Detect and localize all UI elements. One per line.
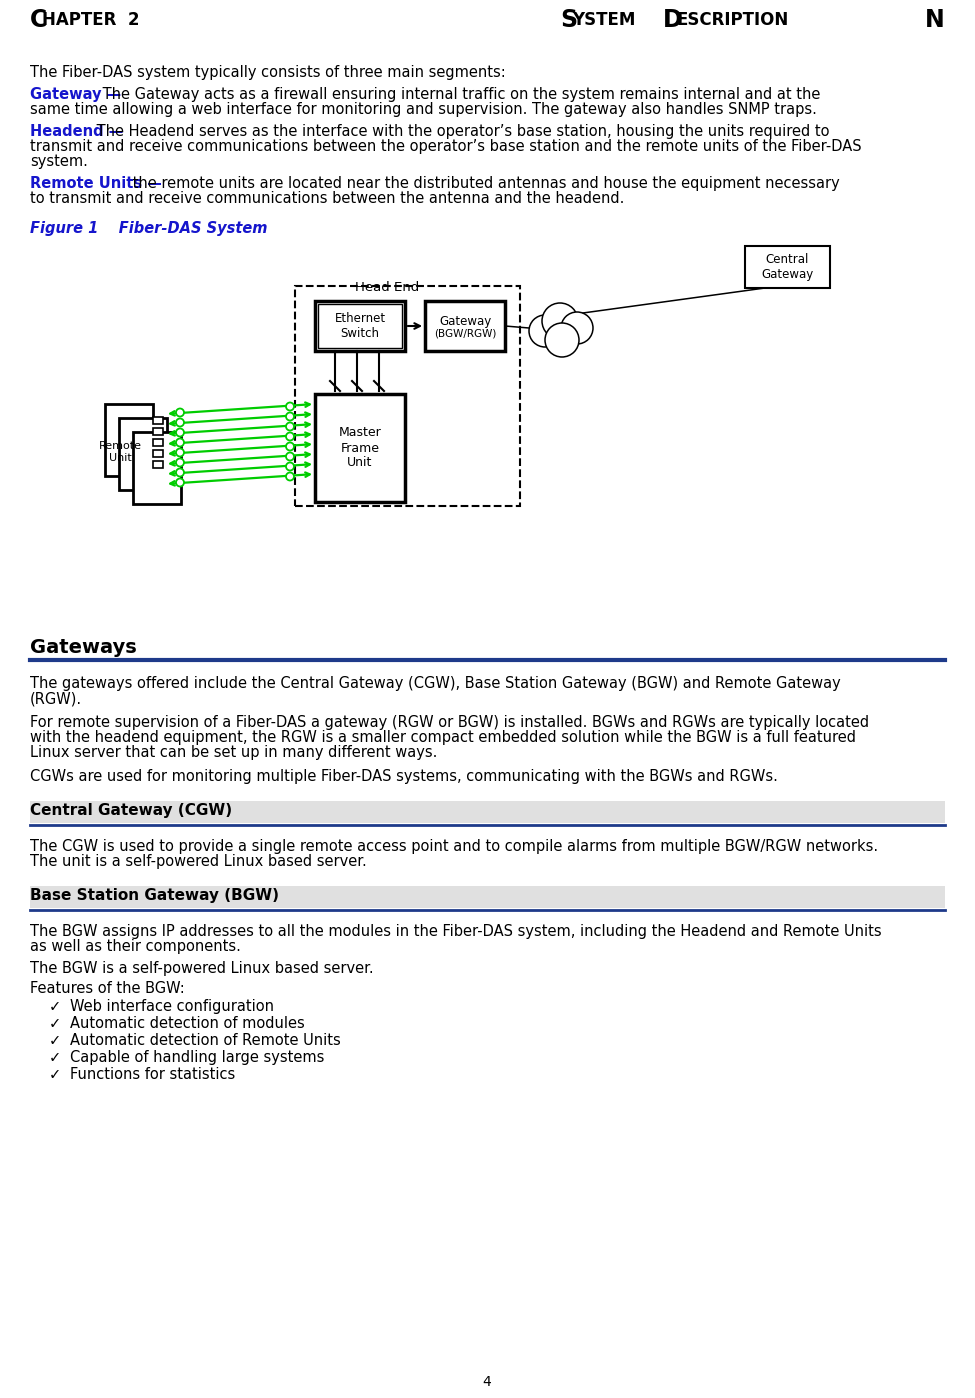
Text: The Gateway acts as a firewall ensuring internal traffic on the system remains i: The Gateway acts as a firewall ensuring … <box>98 87 820 102</box>
Text: Central Gateway (CGW): Central Gateway (CGW) <box>30 802 232 818</box>
Text: (BGW/RGW): (BGW/RGW) <box>434 329 496 338</box>
Bar <box>425 301 505 351</box>
Text: system.: system. <box>30 154 88 169</box>
Bar <box>315 394 405 502</box>
Text: The BGW is a self-powered Linux based server.: The BGW is a self-powered Linux based se… <box>30 960 373 976</box>
Text: C: C <box>30 8 47 32</box>
Circle shape <box>286 453 294 460</box>
Text: (RGW).: (RGW). <box>30 691 82 706</box>
Text: The Headend serves as the interface with the operator’s base station, housing th: The Headend serves as the interface with… <box>92 124 830 138</box>
Bar <box>153 428 163 435</box>
Text: to transmit and receive communications between the antenna and the headend.: to transmit and receive communications b… <box>30 192 624 206</box>
Text: Functions for statistics: Functions for statistics <box>70 1067 235 1082</box>
Circle shape <box>176 439 184 446</box>
Bar <box>153 439 163 446</box>
Text: D: D <box>663 8 682 32</box>
Text: For remote supervision of a Fiber-DAS a gateway (RGW or BGW) is installed. BGWs : For remote supervision of a Fiber-DAS a … <box>30 714 869 730</box>
Circle shape <box>286 432 294 440</box>
Text: 4: 4 <box>483 1376 491 1390</box>
Circle shape <box>545 323 579 356</box>
Circle shape <box>561 312 593 344</box>
Bar <box>153 417 163 424</box>
Text: Web interface configuration: Web interface configuration <box>70 1000 274 1014</box>
Text: The CGW is used to provide a single remote access point and to compile alarms fr: The CGW is used to provide a single remo… <box>30 839 878 854</box>
Text: N: N <box>925 8 945 32</box>
Text: The BGW assigns IP addresses to all the modules in the Fiber-DAS system, includi: The BGW assigns IP addresses to all the … <box>30 924 881 939</box>
Text: Headend —: Headend — <box>30 124 123 138</box>
Circle shape <box>286 443 294 450</box>
Text: Linux server that can be set up in many different ways.: Linux server that can be set up in many … <box>30 745 438 761</box>
Text: with the headend equipment, the RGW is a smaller compact embedded solution while: with the headend equipment, the RGW is a… <box>30 730 856 745</box>
Circle shape <box>176 449 184 457</box>
Circle shape <box>176 408 184 417</box>
Circle shape <box>529 315 561 347</box>
Circle shape <box>542 303 578 338</box>
Text: Features of the BGW:: Features of the BGW: <box>30 981 184 995</box>
Text: The Fiber-DAS system typically consists of three main segments:: The Fiber-DAS system typically consists … <box>30 64 506 80</box>
Text: YSTEM: YSTEM <box>572 11 646 29</box>
Text: ✓: ✓ <box>49 1000 61 1014</box>
Text: The unit is a self-powered Linux based server.: The unit is a self-powered Linux based s… <box>30 854 367 870</box>
Circle shape <box>176 459 184 467</box>
Bar <box>745 246 830 288</box>
Circle shape <box>176 429 184 436</box>
Circle shape <box>286 403 294 411</box>
Text: as well as their components.: as well as their components. <box>30 939 241 953</box>
Text: Base Station Gateway (BGW): Base Station Gateway (BGW) <box>30 888 279 903</box>
Text: Central
Gateway: Central Gateway <box>761 253 813 281</box>
Text: ✓: ✓ <box>49 1016 61 1030</box>
Text: Head End: Head End <box>355 281 419 294</box>
Text: Gateways: Gateways <box>30 637 137 657</box>
Text: ✓: ✓ <box>49 1050 61 1065</box>
Text: Capable of handling large systems: Capable of handling large systems <box>70 1050 325 1065</box>
Bar <box>119 418 167 491</box>
Circle shape <box>176 418 184 426</box>
Text: Automatic detection of modules: Automatic detection of modules <box>70 1016 305 1030</box>
Text: CGWs are used for monitoring multiple Fiber-DAS systems, communicating with the : CGWs are used for monitoring multiple Fi… <box>30 769 778 784</box>
Bar <box>153 450 163 457</box>
Circle shape <box>286 422 294 431</box>
Bar <box>295 287 520 506</box>
Text: ESCRIPTION: ESCRIPTION <box>676 11 788 29</box>
Text: the remote units are located near the distributed antennas and house the equipme: the remote units are located near the di… <box>128 176 839 192</box>
Bar <box>30 886 945 907</box>
Bar <box>105 404 153 475</box>
Text: HAPTER  2: HAPTER 2 <box>43 11 140 29</box>
Text: Ethernet
Switch: Ethernet Switch <box>334 312 385 340</box>
Bar <box>133 432 181 505</box>
Bar <box>153 461 163 468</box>
Circle shape <box>286 412 294 421</box>
Text: Master
Frame
Unit: Master Frame Unit <box>338 426 381 470</box>
Bar <box>318 303 402 348</box>
Bar <box>30 801 945 823</box>
Text: same time allowing a web interface for monitoring and supervision. The gateway a: same time allowing a web interface for m… <box>30 102 817 117</box>
Circle shape <box>286 473 294 481</box>
Text: S: S <box>560 8 577 32</box>
Text: Remote Units —: Remote Units — <box>30 176 162 192</box>
Text: Remote
Unit: Remote Unit <box>98 442 141 463</box>
Text: Gateway —: Gateway — <box>30 87 121 102</box>
Text: ✓: ✓ <box>49 1033 61 1048</box>
Text: Gateway: Gateway <box>439 315 491 327</box>
Circle shape <box>286 463 294 471</box>
Text: The gateways offered include the Central Gateway (CGW), Base Station Gateway (BG: The gateways offered include the Central… <box>30 677 840 691</box>
Text: transmit and receive communications between the operator’s base station and the : transmit and receive communications betw… <box>30 138 862 154</box>
Bar <box>315 301 405 351</box>
Circle shape <box>176 468 184 477</box>
Text: Automatic detection of Remote Units: Automatic detection of Remote Units <box>70 1033 340 1048</box>
Circle shape <box>176 478 184 487</box>
Text: Figure 1    Fiber-DAS System: Figure 1 Fiber-DAS System <box>30 221 267 236</box>
Text: ✓: ✓ <box>49 1067 61 1082</box>
